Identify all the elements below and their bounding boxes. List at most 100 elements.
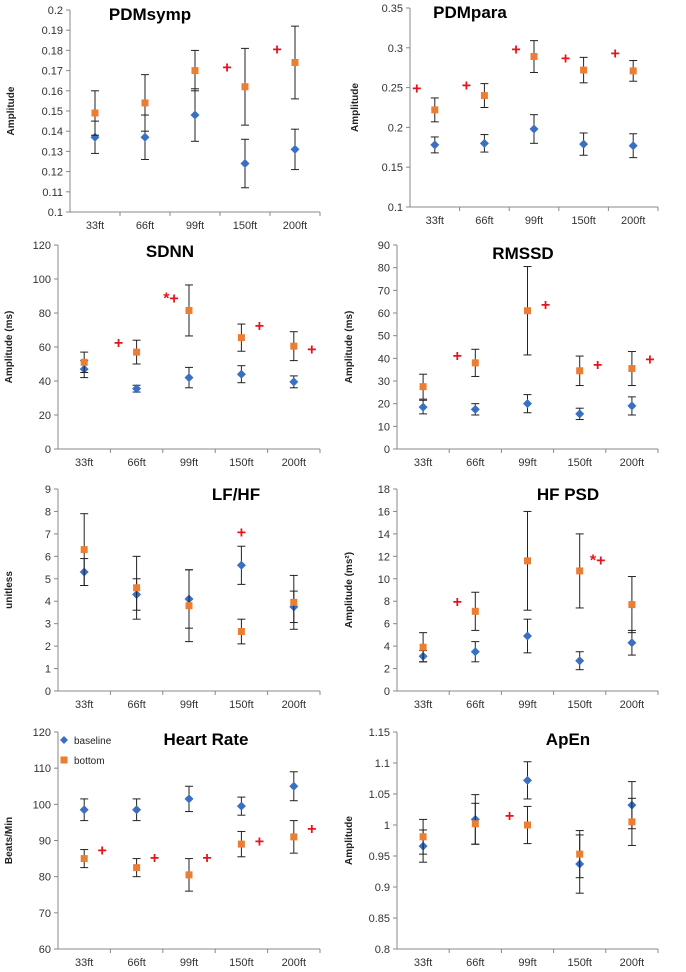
data-point-bottom <box>471 359 479 367</box>
significance-marker: + <box>98 843 107 860</box>
chart-panel-hf-psd: 0 2 4 6 8 10 12 14 16 18 33ft 66ft 99ft 150ft 200ft Amp… <box>344 484 659 711</box>
x-tick-label: 200ft <box>282 457 306 469</box>
data-point-baseline <box>479 138 489 148</box>
data-point-bottom <box>576 567 584 575</box>
data-point-baseline <box>523 399 532 409</box>
y-tick-label: 1.1 <box>375 758 390 770</box>
data-point-bottom <box>133 864 141 872</box>
data-point-bottom <box>576 367 584 375</box>
y-tick-label: 1 <box>45 664 51 676</box>
y-tick-label: 0.25 <box>382 83 403 95</box>
data-point-baseline <box>289 377 299 387</box>
y-tick-label: 8 <box>45 506 51 518</box>
y-tick-label: 100 <box>33 274 51 286</box>
data-point-baseline <box>236 560 246 570</box>
data-point-baseline <box>627 638 637 648</box>
data-point-bottom <box>576 850 584 858</box>
x-tick-label: 33ft <box>414 957 432 969</box>
data-point-baseline <box>529 124 539 134</box>
y-tick-label: 0.15 <box>42 106 63 118</box>
y-tick-label: 120 <box>33 727 51 739</box>
significance-marker: + <box>255 318 264 335</box>
data-point-bottom <box>471 820 479 828</box>
data-point-baseline <box>470 647 480 657</box>
significance-marker: + <box>505 808 514 825</box>
significance-marker: *+ <box>163 291 179 308</box>
data-point-baseline <box>430 140 440 150</box>
data-point-bottom <box>241 83 249 91</box>
y-tick-label: 1.15 <box>369 727 390 739</box>
x-tick-label: 200ft <box>620 957 644 969</box>
legend-label-bottom: bottom <box>74 756 105 767</box>
data-point-bottom <box>471 607 479 615</box>
data-point-bottom <box>419 833 427 841</box>
y-tick-label: 4 <box>384 641 390 653</box>
x-tick-label: 66ft <box>136 220 154 232</box>
y-tick-label: 3 <box>45 619 51 631</box>
y-tick-label: 8 <box>384 596 390 608</box>
data-point-baseline <box>236 369 246 379</box>
y-tick-label: 6 <box>45 551 51 563</box>
x-tick-label: 66ft <box>466 457 484 469</box>
chart-title: LF/HF <box>212 485 260 504</box>
significance-marker: + <box>412 81 421 98</box>
y-tick-label: 70 <box>378 285 390 297</box>
x-tick-label: 66ft <box>127 957 145 969</box>
data-point-bottom <box>431 106 439 114</box>
data-point-bottom <box>185 871 193 879</box>
y-tick-label: 0.35 <box>382 3 403 15</box>
legend-marker-bottom <box>60 756 68 764</box>
significance-marker: + <box>222 60 231 77</box>
significance-marker: + <box>307 342 316 359</box>
data-point-bottom <box>80 855 88 863</box>
data-point-baseline <box>140 132 150 142</box>
data-point-baseline <box>418 402 428 412</box>
x-tick-label: 33ft <box>75 699 93 711</box>
data-point-bottom <box>524 821 531 829</box>
x-tick-label: 200ft <box>282 699 306 711</box>
data-point-baseline <box>575 409 585 419</box>
data-point-baseline <box>79 805 89 815</box>
y-axis-label: Amplitude <box>344 816 355 865</box>
y-tick-label: 0 <box>384 444 390 456</box>
y-tick-label: 0.3 <box>388 43 403 55</box>
x-tick-label: 150ft <box>567 699 591 711</box>
x-tick-label: 99ft <box>518 957 536 969</box>
x-tick-label: 33ft <box>414 457 432 469</box>
data-point-bottom <box>133 348 141 356</box>
y-axis-label: Amplitude (ms²) <box>344 552 355 628</box>
y-tick-label: 0.19 <box>42 25 63 37</box>
y-tick-label: 70 <box>39 908 51 920</box>
y-tick-label: 7 <box>45 529 51 541</box>
data-point-bottom <box>80 358 88 366</box>
significance-marker: + <box>453 594 462 611</box>
data-point-bottom <box>290 833 298 841</box>
chart-title: RMSSD <box>492 244 553 263</box>
data-point-bottom <box>185 602 193 610</box>
data-point-bottom <box>237 334 245 342</box>
data-point-baseline <box>575 656 585 666</box>
data-point-bottom <box>191 67 199 75</box>
significance-marker: + <box>255 834 264 851</box>
y-tick-label: 0.2 <box>48 5 63 17</box>
y-tick-label: 0.17 <box>42 66 63 78</box>
y-tick-label: 80 <box>39 308 51 320</box>
y-tick-label: 4 <box>45 596 51 608</box>
y-tick-label: 60 <box>39 944 51 956</box>
chart-panel-sdnn: 0 20 40 60 80 100 120 33ft 66ft 99ft 150ft 200ft Amp… <box>4 240 321 469</box>
y-tick-label: 90 <box>39 836 51 848</box>
significance-marker: + <box>561 50 570 67</box>
data-point-baseline <box>184 373 194 383</box>
y-tick-label: 60 <box>39 342 51 354</box>
y-axis-label: Amplitude (ms) <box>4 311 15 384</box>
data-point-bottom <box>530 53 538 61</box>
x-tick-label: 66ft <box>466 957 484 969</box>
y-tick-label: 60 <box>378 308 390 320</box>
data-point-bottom <box>290 342 298 350</box>
data-point-baseline <box>290 144 300 154</box>
y-axis-label: Amplitude (ms) <box>344 311 355 384</box>
data-point-bottom <box>629 67 637 75</box>
significance-marker: + <box>202 850 211 867</box>
y-tick-label: 0.13 <box>42 146 63 158</box>
